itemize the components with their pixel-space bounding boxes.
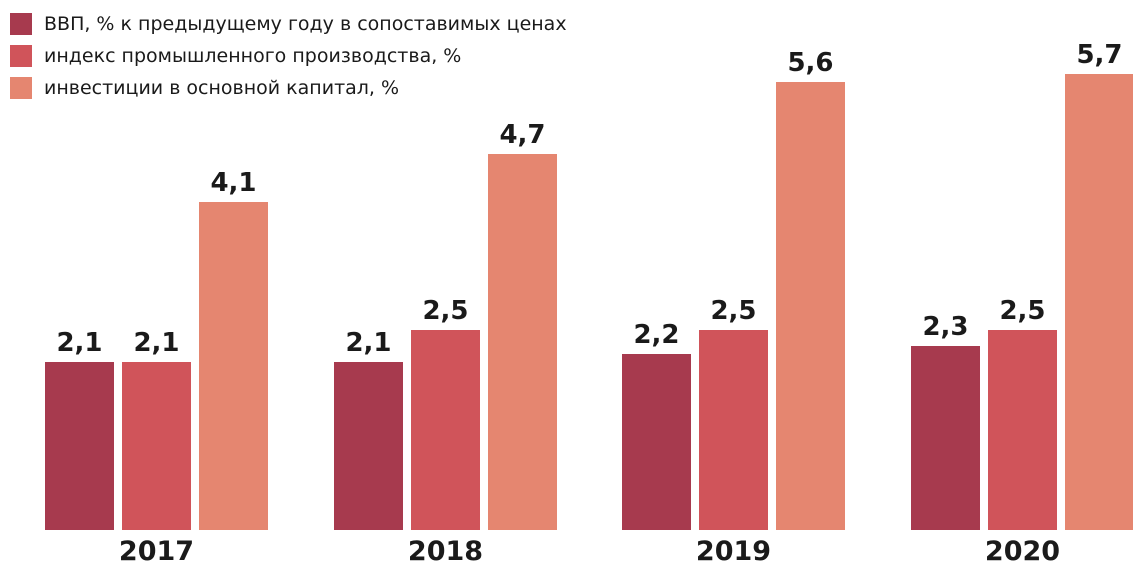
data-label-industry-2020: 2,5 [999, 296, 1045, 326]
bar-gdp-2019 [622, 354, 691, 530]
data-label-investment-2017: 4,1 [210, 168, 256, 198]
chart-legend: ВВП, % к предыдущему году в сопоставимых… [10, 8, 567, 104]
data-label-industry-2017: 2,1 [133, 328, 179, 358]
data-label-investment-2020: 5,7 [1076, 40, 1122, 70]
legend-label-investment: инвестиции в основной капитал, % [44, 77, 400, 99]
legend-item-industry: индекс промышленного производства, % [10, 40, 567, 72]
bar-investment-2019 [776, 82, 845, 530]
data-label-gdp-2018: 2,1 [345, 328, 391, 358]
data-label-gdp-2019: 2,2 [633, 320, 679, 350]
bar-investment-2017 [199, 202, 268, 530]
data-label-investment-2019: 5,6 [787, 48, 833, 78]
bar-gdp-2018 [334, 362, 403, 530]
data-label-investment-2018: 4,7 [499, 120, 545, 150]
data-label-industry-2018: 2,5 [422, 296, 468, 326]
category-label-2017: 2017 [119, 536, 194, 561]
bar-industry-2018 [411, 330, 480, 530]
bar-gdp-2017 [45, 362, 114, 530]
bar-investment-2018 [488, 154, 557, 530]
category-label-2019: 2019 [696, 536, 771, 561]
bar-industry-2020 [988, 330, 1057, 530]
data-label-gdp-2017: 2,1 [56, 328, 102, 358]
legend-label-gdp: ВВП, % к предыдущему году в сопоставимых… [44, 13, 567, 35]
legend-swatch-industry [10, 45, 32, 67]
legend-swatch-gdp [10, 13, 32, 35]
bar-industry-2019 [699, 330, 768, 530]
bar-industry-2017 [122, 362, 191, 530]
legend-item-investment: инвестиции в основной капитал, % [10, 72, 567, 104]
data-label-gdp-2020: 2,3 [922, 312, 968, 342]
legend-label-industry: индекс промышленного производства, % [44, 45, 462, 67]
legend-item-gdp: ВВП, % к предыдущему году в сопоставимых… [10, 8, 567, 40]
legend-swatch-investment [10, 77, 32, 99]
bar-investment-2020 [1065, 74, 1133, 530]
category-label-2018: 2018 [408, 536, 483, 561]
category-label-2020: 2020 [985, 536, 1060, 561]
bar-gdp-2020 [911, 346, 980, 530]
data-label-industry-2019: 2,5 [710, 296, 756, 326]
